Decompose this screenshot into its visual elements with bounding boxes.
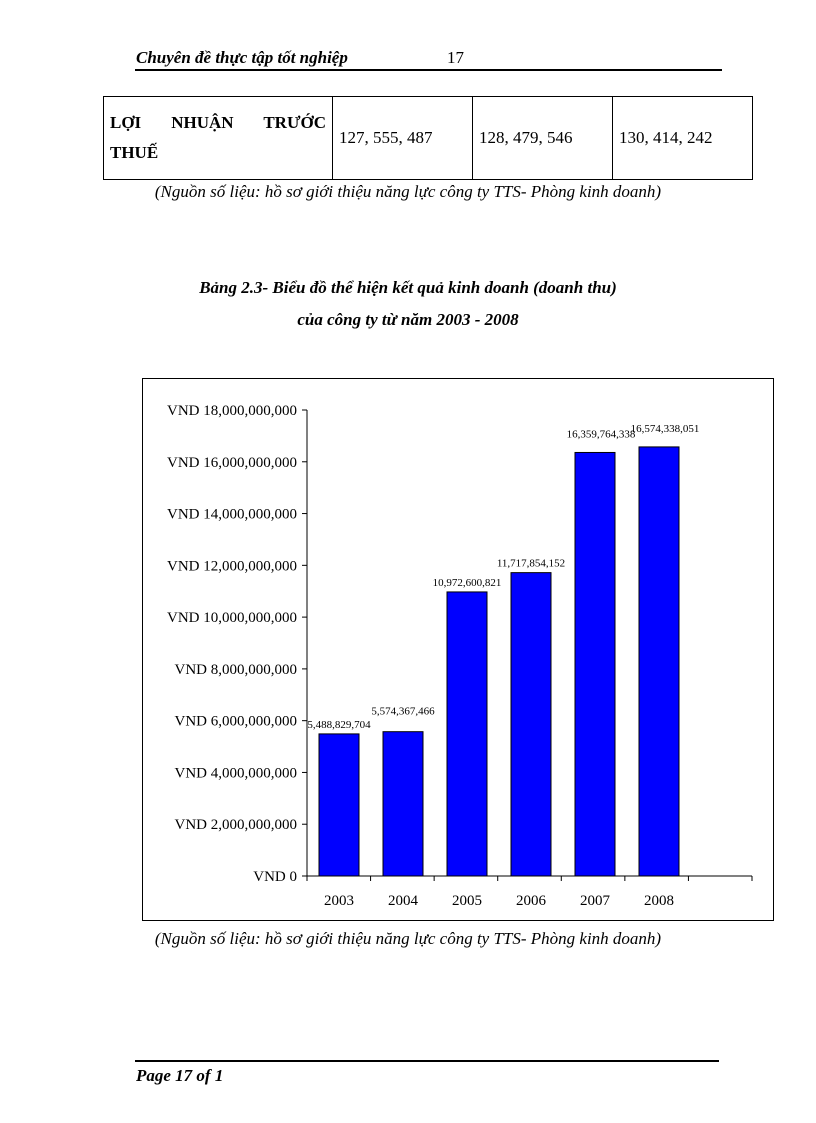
bar-2007 — [574, 451, 616, 877]
source-note: (Nguồn số liệu: hồ sơ giới thiệu năng lự… — [154, 182, 662, 201]
y-tick-label: VND 16,000,000,000 — [167, 455, 297, 471]
data-label: 11,717,854,152 — [497, 558, 565, 570]
profit-table: LỢI NHUẬN TRƯỚC THUẾ 127, 555, 487 128, … — [103, 96, 753, 180]
header-page-number: 17 — [447, 48, 464, 67]
chart-subtitle: của công ty từ năm 2003 - 2008 — [297, 310, 519, 329]
y-tick-label: VND 18,000,000,000 — [167, 403, 297, 419]
data-label: 16,574,338,051 — [631, 423, 700, 435]
y-tick-label: VND 8,000,000,000 — [175, 662, 298, 678]
table-cell: 128, 479, 546 — [472, 96, 613, 180]
table-row: LỢI NHUẬN TRƯỚC THUẾ 127, 555, 487 128, … — [103, 96, 753, 180]
bar-2008 — [638, 446, 680, 877]
bar-2006 — [510, 572, 552, 877]
row-label: LỢI NHUẬN TRƯỚC THUẾ — [103, 96, 333, 180]
bar-2003 — [318, 733, 360, 877]
data-label: 5,574,367,466 — [371, 706, 435, 718]
footer-text: Page 17 of 1 — [136, 1066, 224, 1085]
header-divider — [135, 69, 722, 71]
header-title: Chuyên đề thực tập tốt nghiệp — [136, 48, 348, 67]
x-tick-label: 2007 — [580, 893, 611, 909]
y-tick-label: VND 2,000,000,000 — [175, 817, 298, 833]
y-tick-label: VND 6,000,000,000 — [175, 714, 298, 730]
y-tick-label: VND 4,000,000,000 — [175, 765, 298, 781]
x-tick-label: 2008 — [644, 893, 674, 909]
x-tick-label: 2003 — [324, 893, 354, 909]
y-tick-label: VND 10,000,000,000 — [167, 610, 297, 626]
source-note: (Nguồn số liệu: hồ sơ giới thiệu năng lự… — [154, 929, 662, 948]
table-cell: 130, 414, 242 — [612, 96, 753, 180]
data-label: 5,488,829,704 — [307, 719, 371, 731]
x-tick-label: 2005 — [452, 893, 482, 909]
y-tick-label: VND 0 — [253, 869, 297, 885]
table-cell: 127, 555, 487 — [332, 96, 473, 180]
bar-2005 — [446, 591, 488, 877]
data-label: 16,359,764,338 — [567, 428, 636, 440]
bar-2004 — [382, 731, 424, 877]
chart-frame — [142, 378, 774, 921]
x-tick-label: 2004 — [388, 893, 419, 909]
y-tick-label: VND 12,000,000,000 — [167, 558, 297, 574]
footer-divider — [135, 1060, 719, 1062]
y-tick-label: VND 14,000,000,000 — [167, 507, 297, 523]
data-label: 10,972,600,821 — [433, 577, 502, 589]
chart-title: Bảng 2.3- Biểu đồ thể hiện kết quả kinh … — [199, 278, 617, 297]
x-tick-label: 2006 — [516, 893, 547, 909]
